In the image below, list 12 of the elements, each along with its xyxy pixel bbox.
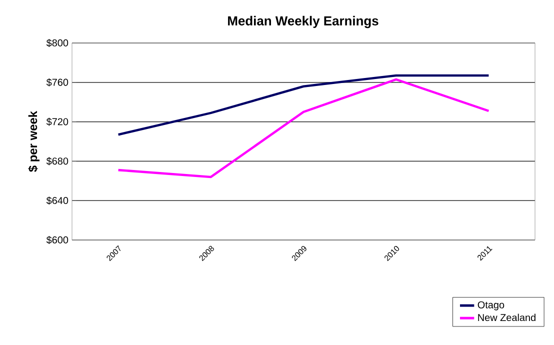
line-series bbox=[117, 74, 490, 136]
y-tick-label: $680 bbox=[46, 157, 68, 166]
chart-title: Median Weekly Earnings bbox=[228, 16, 378, 28]
y-tick-label: $640 bbox=[46, 196, 68, 205]
y-tick-label: $760 bbox=[46, 78, 68, 86]
y-tick-label: $800 bbox=[46, 38, 68, 48]
legend-label: New Zealand bbox=[478, 314, 536, 322]
y-tick-label: $600 bbox=[46, 236, 68, 244]
line-series bbox=[117, 78, 490, 178]
legend-label: Otago bbox=[478, 301, 504, 310]
y-axis-title: $ per week bbox=[28, 110, 40, 172]
y-tick-label: $720 bbox=[46, 118, 68, 126]
